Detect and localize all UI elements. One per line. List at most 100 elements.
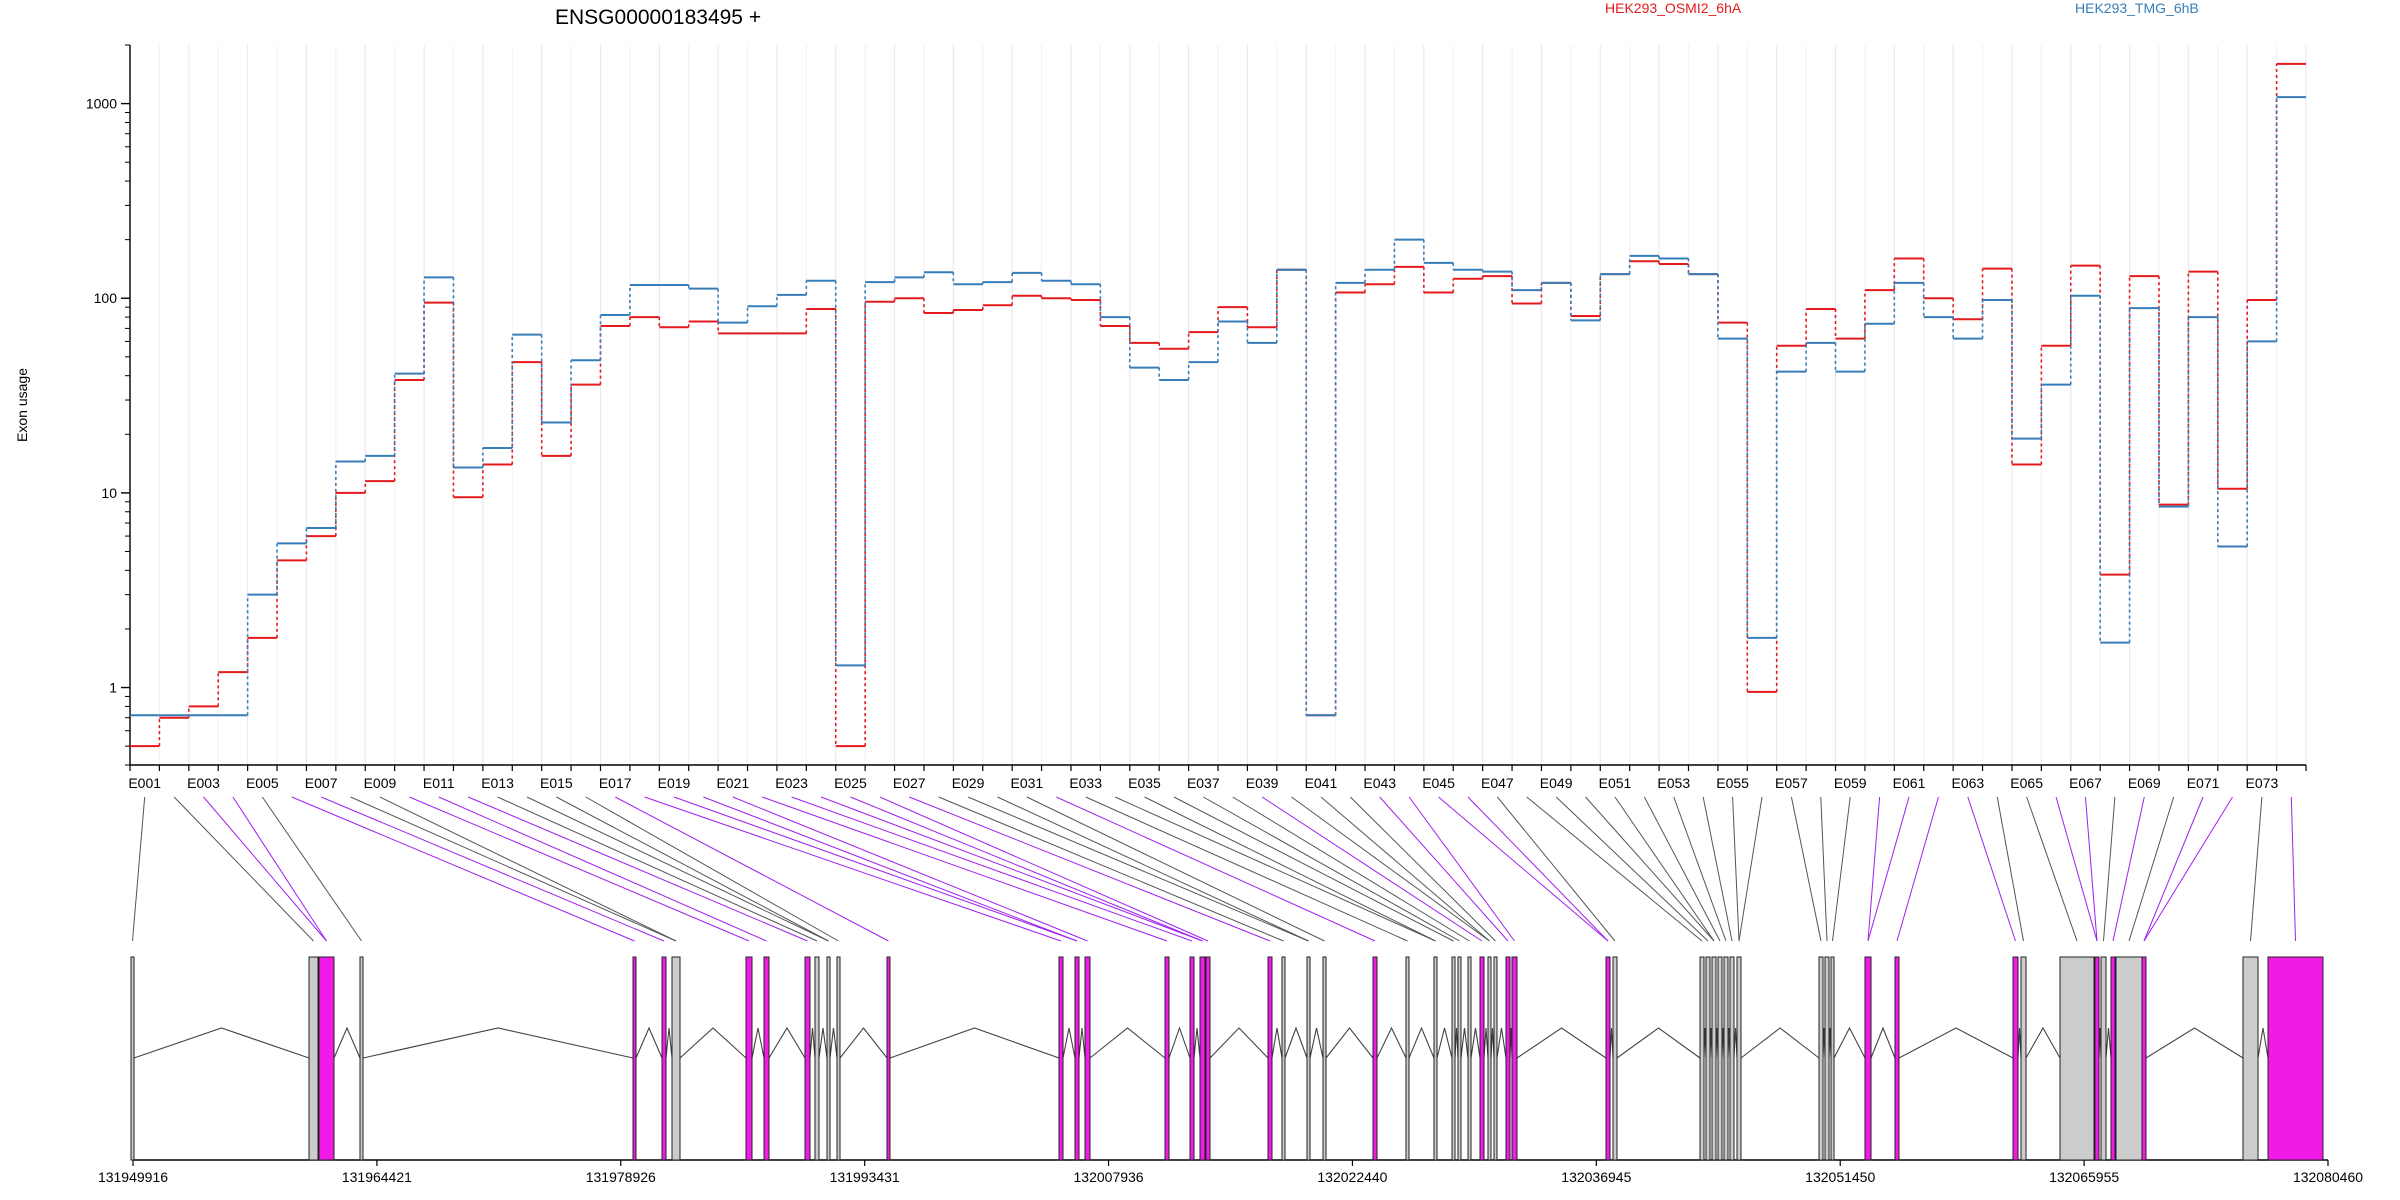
exon-connector xyxy=(556,796,829,942)
intron xyxy=(1870,1026,1896,1059)
exon-connector xyxy=(644,796,1062,942)
intron xyxy=(1376,1026,1407,1059)
exon-block xyxy=(1205,956,1211,1161)
exon-block xyxy=(1717,956,1723,1161)
exon-connector xyxy=(1614,796,1715,942)
exon-connector xyxy=(1144,796,1436,942)
exon-connector xyxy=(967,796,1309,942)
exon-block xyxy=(1505,956,1511,1161)
exon-connector xyxy=(1996,796,2024,942)
intron xyxy=(2105,1027,2112,1059)
exon-connector xyxy=(1173,796,1454,942)
intron xyxy=(1516,1027,1607,1059)
exon-block xyxy=(2100,956,2107,1161)
legend-entry-series-1: HEK293_OSMI2_6hA xyxy=(1605,0,1742,16)
coordinate-label: 131949916 xyxy=(98,1169,168,1185)
exon-block xyxy=(1864,956,1872,1161)
exon-block xyxy=(1451,956,1456,1161)
exon-connector xyxy=(879,796,1209,942)
x-tick-label: E031 xyxy=(1011,775,1044,791)
exon-connector xyxy=(1526,796,1703,942)
exon-connector xyxy=(2250,796,2263,942)
exon-connector xyxy=(1555,796,1709,942)
exon-block xyxy=(1818,956,1824,1161)
intron xyxy=(1078,1027,1086,1059)
intron xyxy=(1193,1027,1201,1059)
exon-block xyxy=(763,956,770,1161)
coordinate-label: 132065955 xyxy=(2049,1169,2119,1185)
exon-block xyxy=(130,956,135,1161)
exon-connector xyxy=(497,796,818,942)
x-tick-label: E049 xyxy=(1540,775,1573,791)
exon-connector xyxy=(762,796,1168,942)
intron xyxy=(1309,1027,1324,1059)
exon-connector xyxy=(791,796,1193,942)
exon-connector xyxy=(320,796,665,942)
exon-connector xyxy=(1026,796,1325,942)
exon-block xyxy=(1729,956,1735,1161)
exon-connector xyxy=(1820,796,1828,942)
intron xyxy=(679,1027,747,1059)
exon-block xyxy=(308,956,319,1161)
exon-connector xyxy=(820,796,1203,942)
exon-connector xyxy=(997,796,1309,942)
x-tick-label: E063 xyxy=(1951,775,1984,791)
exon-block xyxy=(1487,956,1492,1161)
intron xyxy=(1284,1026,1308,1059)
x-tick-label: E055 xyxy=(1716,775,1749,791)
coordinate-label: 132080460 xyxy=(2293,1169,2363,1185)
exon-block xyxy=(1699,956,1705,1161)
x-tick-label: E043 xyxy=(1363,775,1396,791)
exon-block xyxy=(1736,956,1742,1161)
exon-connector xyxy=(1320,796,1490,942)
intron xyxy=(1089,1027,1166,1059)
exon-block xyxy=(671,956,681,1161)
y-tick-label: 10 xyxy=(101,485,117,501)
exon-block xyxy=(1281,956,1286,1161)
x-tick-label: E025 xyxy=(834,775,867,791)
exon-connector xyxy=(1732,796,1740,942)
coordinate-label: 131993431 xyxy=(830,1169,900,1185)
exon-block xyxy=(1372,956,1378,1161)
coordinate-label: 131964421 xyxy=(342,1169,412,1185)
coordinate-label: 131978926 xyxy=(586,1169,656,1185)
intron xyxy=(1833,1026,1866,1059)
exon-block xyxy=(836,956,841,1161)
exon-connector xyxy=(409,796,750,942)
exon-connector xyxy=(132,796,146,942)
exon-connector xyxy=(2143,796,2204,942)
exon-block xyxy=(1405,956,1410,1161)
x-tick-label: E001 xyxy=(128,775,161,791)
exon-block xyxy=(1199,956,1206,1161)
intron xyxy=(1483,1027,1489,1059)
exon-connector xyxy=(1203,796,1460,942)
exon-connector xyxy=(1261,796,1483,942)
exon-connector xyxy=(2143,796,2233,942)
y-axis-label: Exon usage xyxy=(14,368,30,442)
x-tick-label: E029 xyxy=(952,775,985,791)
exon-connector xyxy=(350,796,677,942)
exon-connector xyxy=(232,796,327,942)
x-tick-label: E073 xyxy=(2246,775,2279,791)
exon-connector xyxy=(2055,796,2098,942)
exon-block xyxy=(2141,956,2147,1161)
intron xyxy=(1436,1027,1453,1059)
x-tick-label: E061 xyxy=(1893,775,1926,791)
intron xyxy=(1271,1027,1283,1059)
exon-block xyxy=(1074,956,1080,1161)
exon-block xyxy=(2012,956,2019,1161)
x-tick-label: E053 xyxy=(1657,775,1690,791)
intron xyxy=(133,1027,310,1059)
exon-connector xyxy=(2112,796,2145,942)
exon-connector xyxy=(1496,796,1616,942)
exon-block xyxy=(661,956,667,1161)
x-tick-label: E023 xyxy=(775,775,808,791)
x-tick-label: E051 xyxy=(1599,775,1632,791)
intron xyxy=(1168,1026,1191,1059)
x-tick-label: E065 xyxy=(2010,775,2043,791)
exon-connector xyxy=(1467,796,1609,942)
intron xyxy=(333,1026,361,1059)
exon-connector xyxy=(173,796,314,942)
exon-connector xyxy=(526,796,829,942)
intron xyxy=(362,1027,634,1059)
